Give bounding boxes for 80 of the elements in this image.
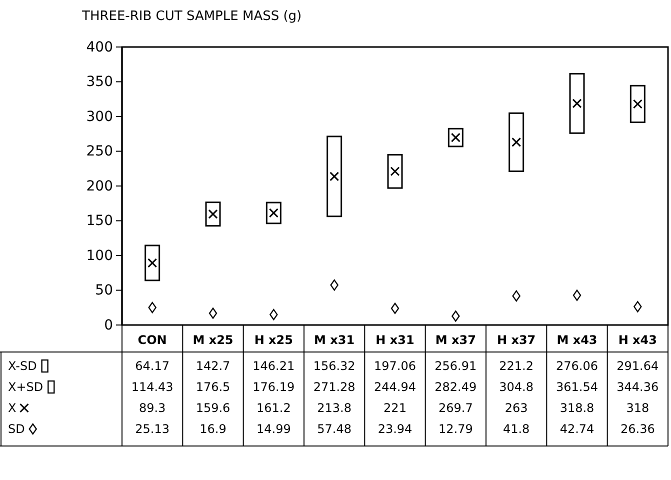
data-label: 161.2 (256, 401, 291, 415)
text: 256.91 (434, 359, 477, 373)
data-label: 12.79 (438, 422, 473, 436)
legend-label: SD (8, 422, 25, 436)
bar (630, 84, 646, 124)
data-label: 304.8 (499, 380, 534, 394)
data-label: 271.28 (313, 380, 356, 394)
y-tick-label: 400 (86, 39, 113, 56)
point (148, 302, 156, 314)
y-tick-label: 150 (86, 213, 113, 230)
y-tick-label: 200 (86, 178, 113, 194)
data-label: 23.94 (378, 422, 412, 436)
text: X-SD (8, 359, 37, 373)
point (330, 279, 338, 291)
point (634, 301, 642, 312)
y-tick-label: 250 (86, 144, 113, 160)
x-tick-label: H x25 (254, 333, 294, 347)
point (572, 290, 582, 301)
x-tick-label: H x43 (618, 333, 658, 347)
text: 156.32 (313, 359, 356, 373)
point (270, 308, 278, 320)
text: 291.64 (616, 359, 659, 373)
point (452, 310, 460, 322)
data-label: 213.8 (317, 401, 352, 415)
data-label: 26.36 (620, 422, 655, 436)
x-tick-label: H x31 (376, 333, 414, 347)
bar (266, 202, 282, 224)
data-label: 318 (626, 401, 650, 415)
data-label: 25.13 (135, 422, 170, 436)
data-label: 282.49 (434, 380, 477, 394)
data-label: 176.5 (196, 380, 230, 394)
data-label: 344.36 (616, 380, 659, 394)
data-label: 42.74 (560, 422, 594, 436)
point (330, 172, 340, 182)
data-label: 14.99 (256, 422, 291, 436)
bar (387, 154, 403, 189)
data-label: 269.7 (438, 401, 473, 415)
data-label: 176.19 (252, 380, 295, 394)
text: 197.06 (374, 359, 416, 373)
text: 221.2 (499, 359, 534, 373)
x-tick-label: M x25 (192, 333, 234, 347)
x-tick-label: M x43 (556, 333, 598, 347)
data-label: 57.48 (317, 422, 352, 436)
text: 146.21 (252, 359, 295, 373)
data-label: 221 (384, 401, 406, 415)
y-tick-label: 300 (86, 108, 113, 125)
point (512, 137, 522, 147)
bar (144, 244, 160, 282)
point (390, 302, 400, 314)
data-label: 263 (504, 401, 528, 415)
bar (448, 128, 464, 148)
point (208, 308, 218, 319)
bar (205, 202, 221, 227)
data-label: 159.6 (196, 401, 230, 415)
x-tick-label: M x31 (314, 333, 355, 347)
y-tick-label: 350 (86, 74, 113, 90)
bar (508, 112, 524, 172)
data-label: 114.43 (131, 380, 174, 394)
data-label: 16.9 (200, 422, 226, 436)
x-tick-label: M x37 (435, 333, 476, 347)
data-label: 361.54 (556, 380, 598, 394)
point (512, 290, 520, 302)
text: 64.17 (135, 359, 170, 373)
y-tick-label: 50 (95, 282, 113, 299)
data-label: 41.8 (502, 422, 530, 436)
y-tick-label: 0 (104, 317, 113, 334)
text: 142.7 (196, 359, 230, 373)
chart-title: THREE-RIB CUT SAMPLE MASS (g) (81, 9, 302, 24)
bar (326, 136, 342, 218)
data-label: 244.94 (374, 380, 416, 394)
data-label: 89.3 (138, 401, 166, 415)
text: 276.06 (556, 359, 598, 373)
point (572, 98, 582, 108)
data-label: 318.8 (560, 401, 594, 415)
y-tick-label: 100 (86, 248, 113, 264)
legend-label: X+SD (8, 380, 44, 394)
x-tick-label: CON (138, 333, 167, 347)
x-tick-label: H x37 (496, 333, 536, 347)
legend-label: X (8, 401, 16, 415)
bar (569, 72, 585, 134)
